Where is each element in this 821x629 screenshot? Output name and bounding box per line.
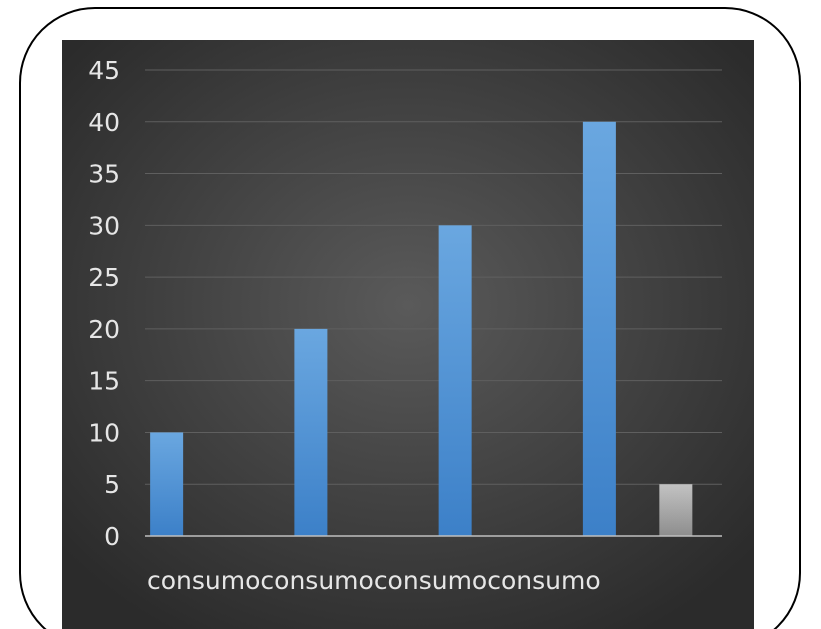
y-tick-label: 35 <box>88 160 120 189</box>
y-tick-label: 40 <box>88 108 120 137</box>
x-category-label: consumo <box>260 566 373 595</box>
x-category-label: consumo <box>374 566 487 595</box>
y-tick-label: 10 <box>88 418 120 447</box>
bar-series-1-category-1 <box>150 432 184 536</box>
y-axis-ticks: 0 5 10 15 20 25 30 35 40 45 <box>88 56 120 551</box>
x-category-label: consumo <box>147 566 260 595</box>
y-tick-label: 5 <box>104 470 120 499</box>
bar-series-1-category-3 <box>438 225 472 537</box>
bars <box>150 121 693 537</box>
bar-series-1-category-4 <box>582 121 616 537</box>
bar-series-2-category-4 <box>659 484 693 536</box>
rounded-border <box>19 7 801 629</box>
y-tick-label: 45 <box>88 56 120 85</box>
y-tick-label: 25 <box>88 263 120 292</box>
x-category-label: consumo <box>487 566 600 595</box>
y-tick-label: 0 <box>104 522 120 551</box>
y-tick-label: 15 <box>88 367 120 396</box>
x-axis-category-labels: consumoconsumoconsumoconsumo <box>147 566 601 595</box>
y-tick-label: 30 <box>88 211 120 240</box>
bar-series-1-category-2 <box>294 328 328 536</box>
y-tick-label: 20 <box>88 315 120 344</box>
gridlines <box>145 69 722 485</box>
